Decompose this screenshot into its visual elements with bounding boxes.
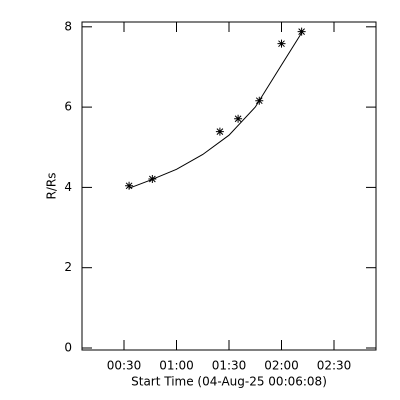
- y-tick-label: 4: [64, 180, 72, 194]
- y-tick-label: 0: [64, 340, 72, 354]
- data-point: [148, 174, 157, 183]
- x-tick-label: 00:30: [107, 359, 142, 373]
- x-tick-label: 01:30: [212, 359, 247, 373]
- data-point: [297, 27, 306, 36]
- y-tick-label: 6: [64, 100, 72, 114]
- x-tick-label: 01:00: [159, 359, 194, 373]
- data-point: [277, 39, 286, 48]
- x-tick-label: 02:00: [264, 359, 299, 373]
- x-tick-label: 02:30: [317, 359, 352, 373]
- y-tick-label: 8: [64, 19, 72, 33]
- data-point: [255, 96, 264, 105]
- data-point: [234, 114, 243, 123]
- fit-curve: [129, 32, 303, 189]
- data-point: [125, 181, 134, 190]
- y-tick-label: 2: [64, 260, 72, 274]
- data-point: [215, 127, 224, 136]
- x-axis-label: Start Time (04-Aug-25 00:06:08): [131, 375, 327, 389]
- y-axis-label: R/Rs: [45, 173, 59, 200]
